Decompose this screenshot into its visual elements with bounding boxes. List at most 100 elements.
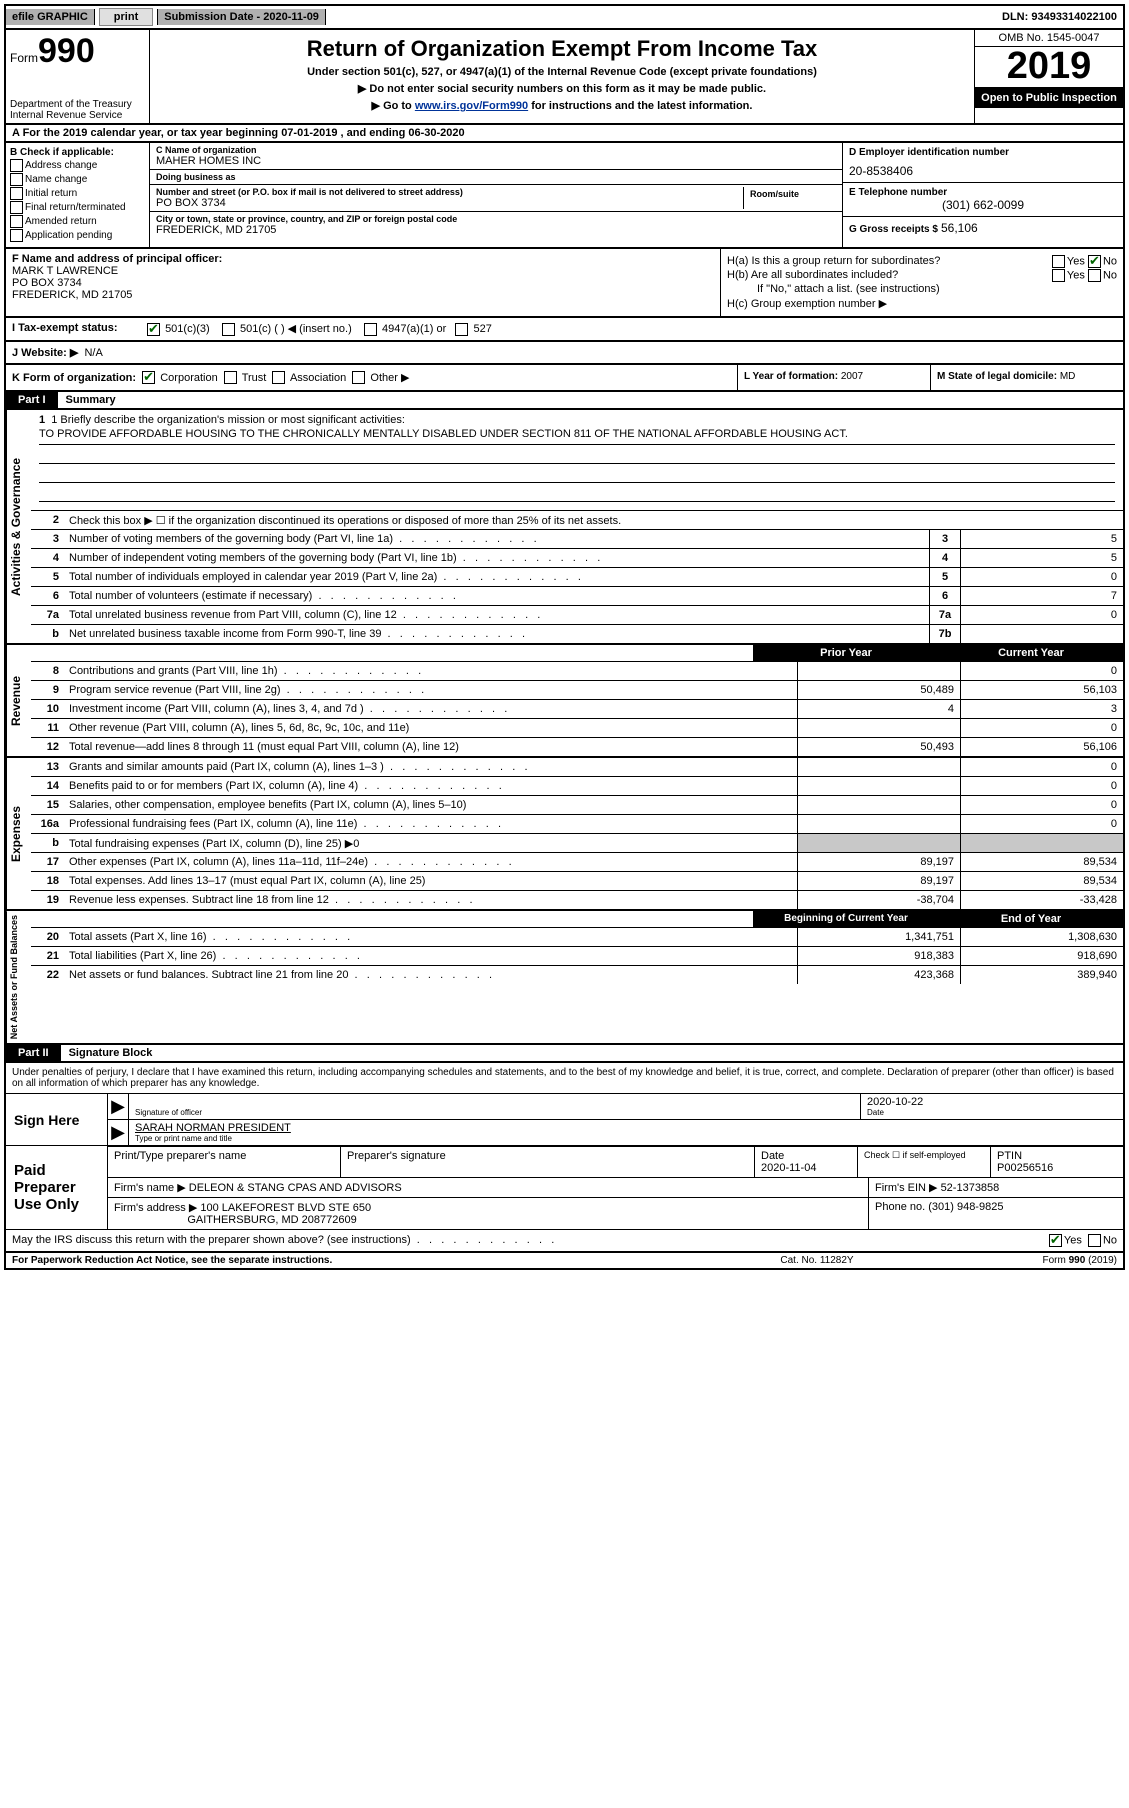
chk-address: Address change (10, 159, 145, 172)
hdr-prior-year: Prior Year (753, 645, 938, 661)
line19: Revenue less expenses. Subtract line 18 … (65, 892, 797, 908)
city-label: City or town, state or province, country… (156, 214, 836, 224)
city-value: FREDERICK, MD 21705 (156, 224, 836, 236)
gross-label: G Gross receipts $ (849, 224, 938, 235)
chk-4947[interactable] (364, 323, 377, 336)
discuss-label: May the IRS discuss this return with the… (12, 1234, 1049, 1247)
vert-revenue: Revenue (6, 645, 31, 756)
tel-label: E Telephone number (849, 187, 1117, 198)
form990-link[interactable]: www.irs.gov/Form990 (415, 100, 528, 112)
line2: Check this box ▶ ☐ if the organization d… (65, 512, 1123, 529)
line16a: Professional fundraising fees (Part IX, … (65, 816, 797, 832)
line11: Other revenue (Part VIII, column (A), li… (65, 720, 797, 736)
signature-block: Under penalties of perjury, I declare th… (4, 1063, 1125, 1253)
firm-ein: 52-1373858 (941, 1182, 1000, 1194)
firm-name: DELEON & STANG CPAS AND ADVISORS (189, 1182, 402, 1194)
part1-title: Summary (58, 392, 1123, 408)
mission-a: TO PROVIDE AFFORDABLE HOUSING TO THE CHR… (39, 426, 1115, 445)
paid-preparer-label: Paid Preparer Use Only (6, 1146, 108, 1229)
part2-title: Signature Block (61, 1045, 1123, 1061)
col-b-label: B Check if applicable: (10, 147, 145, 158)
vert-netassets: Net Assets or Fund Balances (6, 911, 31, 1043)
row-i: I Tax-exempt status: 501(c)(3) 501(c) ( … (4, 318, 1125, 342)
arrow-icon: ▶ (108, 1120, 129, 1145)
mission-q: 1 Briefly describe the organization's mi… (51, 414, 405, 426)
chk-other[interactable] (352, 371, 365, 384)
officer-name: MARK T LAWRENCE (12, 265, 714, 277)
officer-label: F Name and address of principal officer: (12, 253, 714, 265)
discuss-row: May the IRS discuss this return with the… (6, 1229, 1123, 1251)
col-l: L Year of formation: 2007 (738, 365, 931, 391)
line9: Program service revenue (Part VIII, line… (65, 682, 797, 698)
hb-yes[interactable] (1052, 269, 1065, 282)
hb-note: If "No," attach a list. (see instruction… (727, 283, 1117, 295)
hdr-end-year: End of Year (938, 911, 1123, 927)
dba-label: Doing business as (156, 172, 836, 182)
chk-527[interactable] (455, 323, 468, 336)
top-bar: efile GRAPHIC print Submission Date - 20… (4, 4, 1125, 30)
arrow-icon: ▶ (108, 1094, 129, 1119)
col-c: C Name of organization MAHER HOMES INC D… (150, 143, 842, 247)
col-d: D Employer identification number 20-8538… (842, 143, 1123, 247)
hb-no[interactable] (1088, 269, 1101, 282)
header-sub3: Go to www.irs.gov/Form990 for instructio… (156, 99, 968, 112)
mission-box: 1 1 Briefly describe the organization's … (31, 410, 1123, 510)
hc-label: H(c) Group exemption number ▶ (727, 297, 1117, 310)
chk-corp[interactable] (142, 371, 155, 384)
addr-label: Number and street (or P.O. box if mail i… (156, 187, 743, 197)
form-number: 990 (38, 32, 95, 70)
room-label: Room/suite (744, 187, 836, 209)
hdr-begin-year: Beginning of Current Year (753, 911, 938, 927)
line6: Total number of volunteers (estimate if … (65, 588, 929, 604)
footer-right: Form 990 (2019) (917, 1255, 1117, 1266)
chk-assoc[interactable] (272, 371, 285, 384)
website-value: N/A (84, 347, 102, 359)
form-title: Return of Organization Exempt From Incom… (156, 36, 968, 62)
officer-addr1: PO BOX 3734 (12, 277, 714, 289)
discuss-yes[interactable] (1049, 1234, 1062, 1247)
part1-tab: Part I (6, 392, 58, 408)
irs-label: Internal Revenue Service (10, 110, 145, 121)
paid-preparer-row: Paid Preparer Use Only Print/Type prepar… (6, 1145, 1123, 1229)
tax-year: 2019 (975, 47, 1123, 88)
header-sub2: Do not enter social security numbers on … (156, 82, 968, 95)
org-name-label: C Name of organization (156, 145, 836, 155)
ein-value: 20-8538406 (849, 164, 1117, 178)
hb-label: H(b) Are all subordinates included? (727, 269, 898, 281)
line4: Number of independent voting members of … (65, 550, 929, 566)
vert-governance: Activities & Governance (6, 410, 31, 643)
col-b: B Check if applicable: Address change Na… (6, 143, 150, 247)
line18: Total expenses. Add lines 13–17 (must eq… (65, 873, 797, 889)
chk-pending: Application pending (10, 229, 145, 242)
sig-date: 2020-10-22 (867, 1096, 923, 1108)
section-governance: Activities & Governance 1 1 Briefly desc… (4, 410, 1125, 645)
sign-here-label: Sign Here (6, 1094, 108, 1145)
line3: Number of voting members of the governin… (65, 531, 929, 547)
chk-501c[interactable] (222, 323, 235, 336)
footer: For Paperwork Reduction Act Notice, see … (4, 1253, 1125, 1270)
chk-initial: Initial return (10, 187, 145, 200)
header-left: Form990 Department of the Treasury Inter… (6, 30, 150, 123)
tax-status-label: I Tax-exempt status: (12, 322, 147, 336)
chk-501c3[interactable] (147, 323, 160, 336)
officer-name-title: SARAH NORMAN PRESIDENT (135, 1122, 291, 1134)
officer-addr2: FREDERICK, MD 21705 (12, 289, 714, 301)
line15: Salaries, other compensation, employee b… (65, 797, 797, 813)
org-name: MAHER HOMES INC (156, 155, 836, 167)
part2-tab: Part II (6, 1045, 61, 1061)
line5: Total number of individuals employed in … (65, 569, 929, 585)
self-employed-check: Check ☐ if self-employed (858, 1147, 991, 1177)
dln-label: DLN: 93493314022100 (996, 9, 1123, 25)
print-button[interactable]: print (99, 8, 153, 26)
line8: Contributions and grants (Part VIII, lin… (65, 663, 797, 679)
ha-label: H(a) Is this a group return for subordin… (727, 255, 940, 267)
ha-no[interactable] (1088, 255, 1101, 268)
ha-yes[interactable] (1052, 255, 1065, 268)
line10: Investment income (Part VIII, column (A)… (65, 701, 797, 717)
line7a: Total unrelated business revenue from Pa… (65, 607, 929, 623)
sig-declaration: Under penalties of perjury, I declare th… (6, 1063, 1123, 1093)
discuss-no[interactable] (1088, 1234, 1101, 1247)
line16b: Total fundraising expenses (Part IX, col… (65, 835, 797, 852)
col-f: F Name and address of principal officer:… (6, 249, 721, 316)
chk-trust[interactable] (224, 371, 237, 384)
